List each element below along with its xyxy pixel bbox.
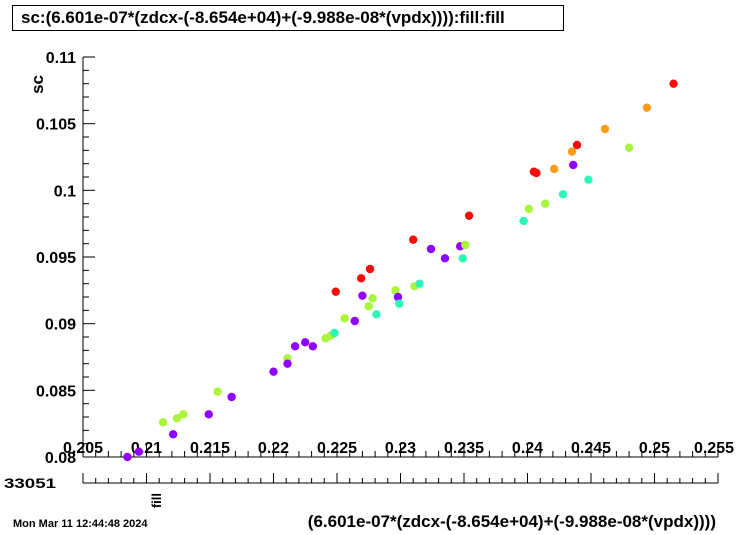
x-tick-label: 0.235: [444, 440, 484, 457]
data-point: [391, 286, 400, 295]
x-tick-label: 0.205: [63, 440, 103, 457]
data-point: [330, 328, 339, 338]
x-tick-label: 0.22: [258, 440, 289, 457]
x-tick-label: 0.25: [639, 440, 670, 457]
data-point: [600, 124, 610, 134]
y-tick-label: 0.09: [45, 317, 76, 334]
data-point: [393, 292, 403, 302]
data-point: [440, 254, 450, 263]
data-point: [532, 168, 541, 178]
data-point: [642, 103, 652, 112]
y-tick-label: 0.095: [36, 250, 76, 267]
data-point: [123, 452, 132, 462]
data-point: [409, 235, 418, 244]
x-axis-label: (6.601e-07*(zdcx-(-8.654e+04)+(-9.988e-0…: [308, 512, 716, 531]
data-point: [179, 410, 188, 419]
data-point: [308, 342, 318, 351]
datestamp: Mon Mar 11 12:44:48 2024: [13, 518, 148, 530]
y-tick-label: 0.1: [54, 183, 76, 200]
x-tick-label: 0.225: [317, 440, 357, 457]
data-point: [549, 164, 559, 174]
data-point: [669, 79, 678, 88]
z-axis-label: fill: [149, 493, 164, 508]
data-point: [464, 211, 474, 220]
data-point: [358, 291, 367, 300]
z-axis-value-label: 33051: [4, 475, 56, 491]
y-tick-label: 0.085: [36, 383, 76, 400]
data-point: [283, 359, 292, 368]
x-tick-label: 0.23: [385, 440, 416, 457]
chart-title: sc:(6.601e-07*(zdcx-(-8.654e+04)+(-9.988…: [12, 5, 564, 31]
data-point: [426, 244, 436, 254]
data-point: [290, 342, 300, 351]
x-tick-label: 0.24: [512, 440, 543, 457]
data-point: [340, 314, 349, 323]
y-tick-label: 0.08: [45, 450, 76, 467]
data-point: [350, 316, 359, 326]
data-point: [365, 264, 375, 274]
data-point: [541, 199, 550, 208]
x-tick-label: 0.215: [190, 440, 230, 457]
data-point: [519, 216, 528, 226]
data-point: [372, 310, 381, 319]
data-point: [204, 410, 213, 419]
data-point: [415, 279, 424, 288]
y-tick-label: 0.105: [36, 117, 76, 134]
data-point: [584, 175, 593, 184]
data-point: [269, 367, 278, 376]
data-point: [461, 240, 470, 250]
data-point: [395, 299, 404, 308]
data-point: [368, 294, 377, 303]
data-point: [524, 204, 533, 214]
x-tick-label: 0.255: [694, 440, 734, 457]
data-point: [558, 190, 568, 199]
x-tick-label: 0.245: [571, 440, 611, 457]
data-point: [567, 147, 577, 156]
data-point: [158, 418, 168, 427]
data-point: [356, 274, 366, 283]
y-tick-label: 0.11: [46, 50, 76, 67]
data-point: [227, 392, 236, 402]
y-axis-label: sc: [28, 75, 47, 94]
data-point: [168, 430, 178, 439]
data-point: [172, 414, 182, 423]
data-point: [301, 338, 310, 347]
data-point: [213, 387, 222, 396]
data-point: [331, 287, 340, 296]
data-point: [364, 302, 373, 311]
data-point: [569, 160, 578, 170]
data-point: [624, 143, 634, 152]
data-point: [572, 140, 582, 150]
data-point: [134, 447, 144, 456]
data-point: [458, 254, 467, 263]
x-tick-label: 0.21: [131, 440, 162, 457]
